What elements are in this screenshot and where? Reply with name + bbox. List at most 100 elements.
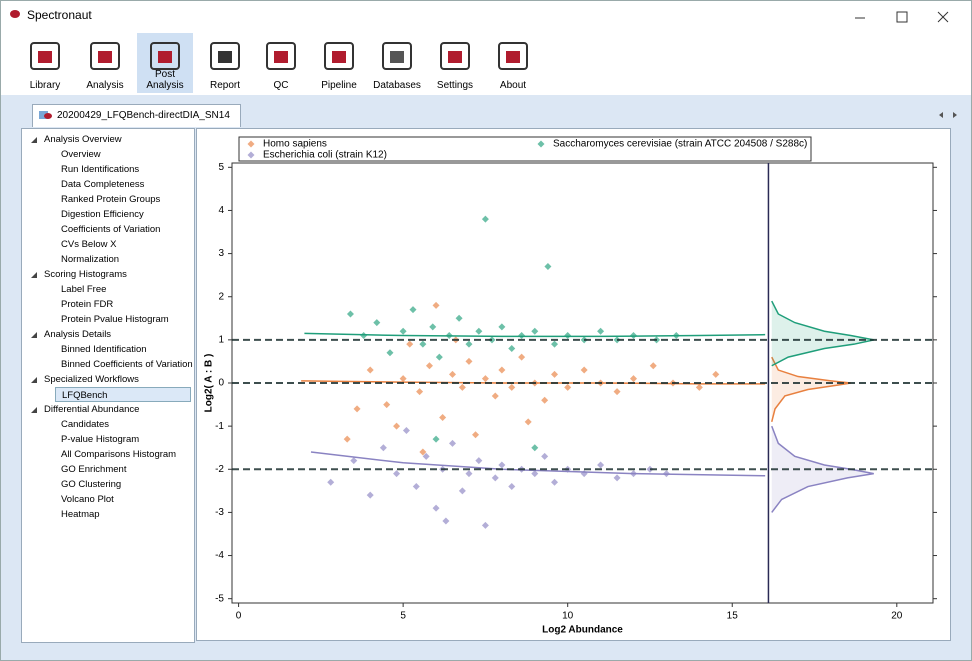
tab-scroll[interactable]	[935, 109, 959, 121]
y-tick-label: 5	[218, 162, 224, 173]
tree-section[interactable]: Differential Abundance	[44, 404, 140, 415]
tree-item[interactable]: Protein Pvalue Histogram	[61, 314, 169, 325]
expander-shape	[31, 332, 37, 338]
tree-item[interactable]: GO Clustering	[61, 479, 122, 490]
data-point	[498, 323, 506, 331]
icon-shape	[382, 42, 412, 70]
tree-item[interactable]: Data Completeness	[61, 179, 145, 190]
toolbar-button[interactable]: Settings	[427, 33, 483, 93]
data-point	[458, 383, 466, 391]
tree-section[interactable]: Analysis Details	[44, 329, 112, 340]
tree-item[interactable]: P-value Histogram	[61, 434, 140, 445]
toolbar-button[interactable]: Library	[17, 33, 73, 93]
data-point	[435, 353, 443, 361]
data-point	[580, 470, 588, 478]
data-point	[531, 470, 539, 478]
toolbar: Library Analysis Post Analysis Report QC Pipe…	[1, 31, 971, 95]
data-point	[508, 483, 516, 491]
tree-item[interactable]: Protein FDR	[61, 299, 114, 310]
tree-item[interactable]: Binned Coefficients of Variation	[61, 359, 193, 370]
expander-shape	[31, 407, 37, 413]
expander[interactable]	[30, 376, 38, 384]
tree-item[interactable]: Ranked Protein Groups	[61, 194, 161, 205]
icon-shape	[30, 42, 60, 70]
legend-marker	[247, 140, 255, 148]
data-point	[343, 435, 351, 443]
data-point	[379, 444, 387, 452]
legend-marker	[247, 151, 255, 159]
tree-item[interactable]: Digestion Efficiency	[61, 209, 144, 220]
data-point	[524, 418, 532, 426]
y-tick-label: 3	[218, 248, 224, 259]
navigation-tree: Analysis Overview Overview Run Identificat…	[21, 128, 195, 643]
icon-shape	[506, 51, 520, 63]
icon-shape	[38, 51, 52, 63]
toolbar-button[interactable]: QC	[253, 33, 309, 93]
tree-item[interactable]: LFQBench	[55, 387, 191, 402]
toolbar-button[interactable]: Analysis	[77, 33, 133, 93]
legend-label: Homo sapiens	[263, 139, 327, 150]
tree-item[interactable]: Volcano Plot	[61, 494, 114, 505]
tree-item[interactable]: All Comparisons Histogram	[61, 449, 177, 460]
tree-item[interactable]: CVs Below X	[61, 239, 117, 250]
tree-item[interactable]: Run Identifications	[61, 164, 140, 175]
tree-section[interactable]: Analysis Overview	[44, 134, 122, 145]
data-point	[432, 435, 440, 443]
tree-item[interactable]: GO Enrichment	[61, 464, 127, 475]
data-point	[439, 414, 447, 422]
toolbar-button[interactable]: Report	[197, 33, 253, 93]
toolbar-icon	[498, 42, 528, 70]
data-point	[353, 405, 361, 413]
y-tick-label: -2	[215, 464, 224, 475]
toolbar-label: Settings	[436, 80, 474, 91]
y-tick-label: -3	[215, 507, 224, 518]
data-point	[406, 340, 414, 348]
toolbar-icon	[210, 42, 240, 70]
data-point	[399, 375, 407, 383]
icon-shape	[210, 42, 240, 70]
toolbar-icon	[30, 42, 60, 70]
icon-shape	[440, 42, 470, 70]
toolbar-icon	[90, 42, 120, 70]
toolbar-button[interactable]: About	[485, 33, 541, 93]
toolbar-label: Databases	[373, 80, 421, 91]
expander[interactable]	[30, 136, 38, 144]
tree-item[interactable]: Label Free	[61, 284, 107, 295]
tree-item[interactable]: Heatmap	[61, 509, 100, 520]
data-point	[491, 392, 499, 400]
data-point	[422, 452, 430, 460]
document-tab[interactable]: 20200429_LFQBench-directDIA_SN14	[32, 104, 241, 127]
tree-item[interactable]: Binned Identification	[61, 344, 147, 355]
data-point	[564, 332, 572, 340]
icon-shape	[150, 42, 180, 70]
x-axis-label: Log2 Abundance	[542, 625, 623, 636]
tree-item[interactable]: Normalization	[61, 254, 120, 265]
data-point	[481, 521, 489, 529]
toolbar-button[interactable]: Databases	[369, 33, 425, 93]
window-controls[interactable]	[851, 9, 961, 25]
data-point	[649, 362, 657, 370]
x-tick-label: 10	[562, 611, 574, 622]
tree-item[interactable]: Coefficients of Variation	[61, 224, 161, 235]
expander[interactable]	[30, 406, 38, 414]
data-point	[498, 366, 506, 374]
data-point	[350, 457, 358, 465]
expander[interactable]	[30, 331, 38, 339]
data-point	[327, 478, 335, 486]
toolbar-label: Analysis	[86, 80, 124, 91]
data-point	[551, 340, 559, 348]
tab-icon	[39, 111, 52, 119]
trend-line	[304, 332, 766, 338]
expander-shape	[31, 137, 37, 143]
toolbar-icon	[266, 42, 296, 70]
tree-section[interactable]: Scoring Histograms	[44, 269, 127, 280]
window-title: Spectronaut	[27, 8, 92, 22]
expander[interactable]	[30, 271, 38, 279]
tree-item[interactable]: Candidates	[61, 419, 110, 430]
toolbar-button[interactable]: Pipeline	[311, 33, 367, 93]
tree-section[interactable]: Specialized Workflows	[44, 374, 139, 385]
toolbar-button[interactable]: Post Analysis	[137, 33, 193, 93]
density-curve	[771, 356, 851, 423]
y-tick-label: 0	[218, 378, 224, 389]
tree-item[interactable]: Overview	[61, 149, 101, 160]
